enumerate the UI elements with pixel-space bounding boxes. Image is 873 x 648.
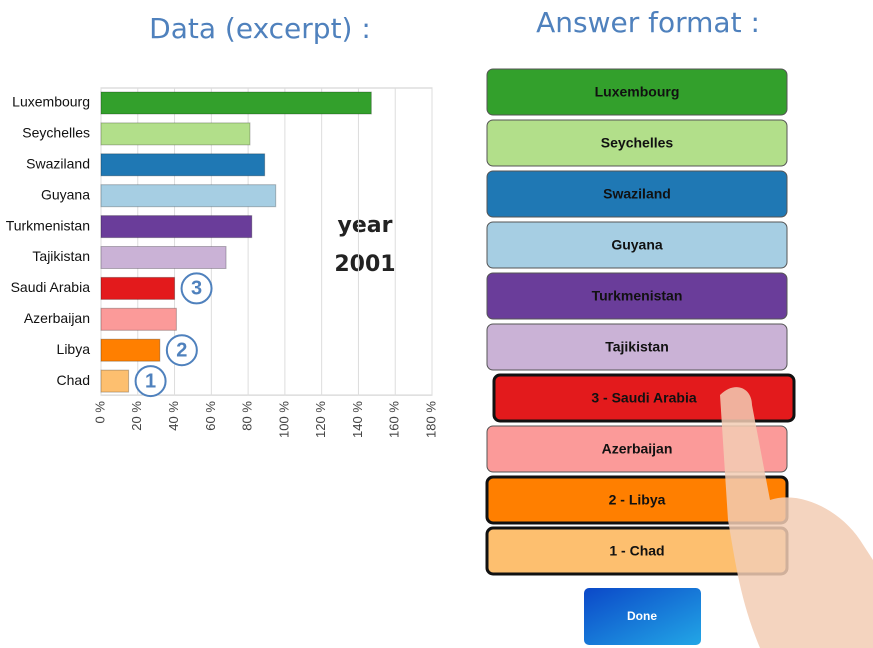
- y-tick-label: Guyana: [41, 186, 90, 202]
- x-tick-label: 120 %: [313, 401, 328, 438]
- bar: [100, 153, 266, 177]
- answer-label: Seychelles: [601, 135, 674, 151]
- answer-button[interactable]: [492, 373, 796, 423]
- answer-label: Swaziland: [603, 186, 671, 202]
- answer-title: Answer format :: [536, 6, 760, 39]
- y-tick-label: Swaziland: [26, 156, 90, 172]
- answer-label: Azerbaijan: [602, 441, 673, 457]
- y-tick-label: Seychelles: [22, 125, 90, 141]
- answer-label: Turkmenistan: [592, 288, 683, 304]
- x-tick-label: 80 %: [240, 401, 255, 431]
- bar: [100, 307, 177, 331]
- bar: [100, 215, 253, 239]
- y-tick-label: Chad: [57, 372, 90, 388]
- chart: 0 % 20 % 40 % 60 % 80 % 100 % 120 % 140 % 160 % 1…: [6, 87, 438, 438]
- bar: [100, 246, 227, 269]
- answer-label: 1 - Chad: [609, 543, 664, 559]
- hand: [720, 387, 873, 648]
- answer-label: Guyana: [611, 237, 663, 253]
- x-tick-label: 160 %: [387, 401, 402, 438]
- answer-button[interactable]: [486, 119, 788, 167]
- y-tick-label: Libya: [57, 341, 91, 357]
- y-tick-label: Luxembourg: [12, 94, 90, 110]
- done-label: Done: [627, 609, 657, 623]
- answer-button[interactable]: [486, 170, 788, 218]
- x-tick-label: 180 %: [423, 401, 438, 438]
- x-tick-label: 60 %: [203, 401, 218, 431]
- chart-title: Data (excerpt) :: [149, 12, 371, 45]
- bar: [100, 338, 161, 362]
- answer-label: Tajikistan: [605, 339, 669, 355]
- x-tick-label: 40 %: [166, 401, 181, 431]
- year: 2001: [334, 252, 395, 277]
- annotation-circle: [134, 365, 167, 398]
- annotation: 2: [176, 339, 187, 361]
- year-label: year: [338, 213, 393, 238]
- answer-label: 3 - Saudi Arabia: [591, 390, 697, 406]
- x-tick-label: 140 %: [350, 401, 365, 438]
- bar: [100, 276, 176, 300]
- bar: [100, 369, 130, 393]
- y-tick-label: Saudi Arabia: [11, 279, 91, 295]
- y-tick-label: Turkmenistan: [6, 217, 90, 233]
- answer-button[interactable]: [486, 272, 788, 320]
- bar: [100, 91, 372, 115]
- x-tick-label: 20 %: [129, 401, 144, 431]
- answer-button[interactable]: [486, 221, 788, 269]
- bar: [100, 184, 277, 208]
- y-tick-label: Azerbaijan: [24, 310, 90, 326]
- answer-button[interactable]: [486, 323, 788, 371]
- done-button[interactable]: [584, 588, 701, 645]
- annotation: 3: [191, 278, 202, 300]
- answer-button[interactable]: [486, 68, 788, 116]
- y-tick-label: Tajikistan: [32, 248, 90, 264]
- x-tick-label: 100 %: [276, 401, 291, 438]
- annotation-circle: [165, 334, 198, 367]
- answer-button[interactable]: [486, 425, 788, 473]
- annotation: 1: [145, 370, 156, 392]
- answer-list: Luxembourg Seychelles Swaziland Guyana Turkm…: [485, 68, 796, 645]
- annotation-circle: [180, 272, 213, 305]
- bar: [100, 122, 251, 146]
- x-tick-label: 0 %: [92, 401, 107, 424]
- answer-label: Luxembourg: [595, 84, 680, 100]
- answer-label: 2 - Libya: [609, 492, 666, 508]
